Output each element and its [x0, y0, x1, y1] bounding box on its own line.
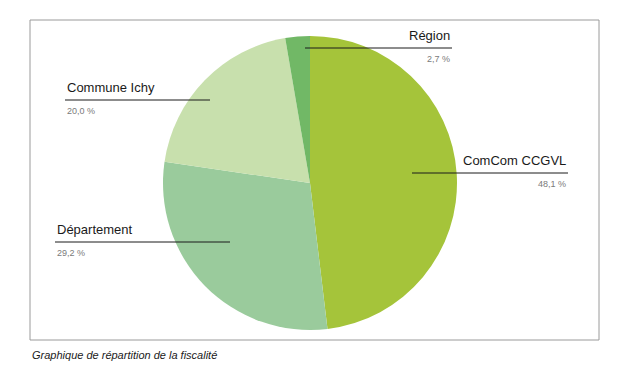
- svg-text:Région: Région: [409, 28, 450, 43]
- svg-text:Département: Département: [57, 222, 133, 237]
- svg-text:20,0 %: 20,0 %: [67, 106, 95, 116]
- svg-text:Graphique de répartition de la: Graphique de répartition de la fiscalité: [32, 349, 217, 361]
- svg-text:29,2 %: 29,2 %: [57, 248, 85, 258]
- svg-text:2,7 %: 2,7 %: [427, 54, 450, 64]
- svg-text:48,1 %: 48,1 %: [538, 179, 566, 189]
- svg-text:Commune Ichy: Commune Ichy: [67, 80, 155, 95]
- svg-text:ComCom CCGVL: ComCom CCGVL: [463, 153, 566, 168]
